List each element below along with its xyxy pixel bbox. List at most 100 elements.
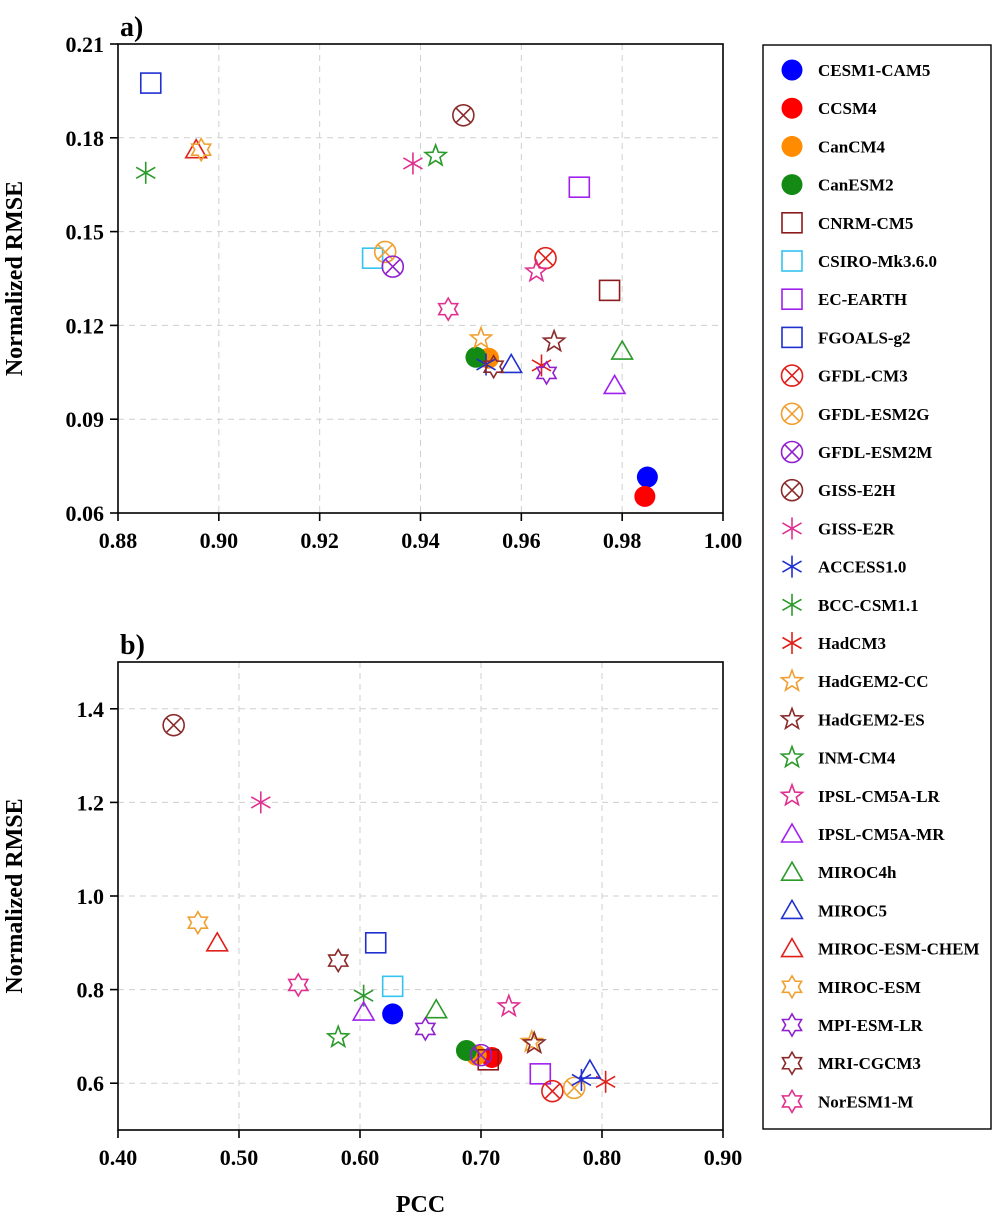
x-tick-label: 0.90 bbox=[200, 528, 239, 553]
legend-label: HadGEM2-CC bbox=[818, 672, 929, 691]
y-tick-label: 0.06 bbox=[66, 501, 105, 526]
legend-marker-access1-0 bbox=[782, 555, 802, 578]
point-cesm1-cam5 bbox=[636, 466, 658, 488]
legend-marker-gfdl-esm2g bbox=[780, 402, 804, 426]
legend-label: IPSL-CM5A-MR bbox=[818, 825, 945, 844]
y-axis-title: Normalized RMSE bbox=[2, 181, 28, 376]
legend-entry-csiro-mk3-6-0: CSIRO-Mk3.6.0 bbox=[781, 250, 937, 272]
y-tick-label: 0.15 bbox=[66, 220, 105, 245]
legend-marker-hadgem2-cc bbox=[779, 667, 805, 692]
point-miroc-esm bbox=[186, 910, 209, 936]
point-noresm1-m bbox=[287, 972, 310, 998]
legend-label: CSIRO-Mk3.6.0 bbox=[818, 252, 937, 271]
legend-label: INM-CM4 bbox=[818, 749, 896, 768]
legend-marker-ec-earth bbox=[781, 288, 803, 311]
legend-marker-bcc-csm1-1 bbox=[782, 593, 802, 616]
legend-label: MRI-CGCM3 bbox=[818, 1054, 921, 1073]
legend-entry-giss-e2h: GISS-E2H bbox=[780, 478, 895, 502]
legend-entry-access1-0: ACCESS1.0 bbox=[782, 555, 906, 578]
x-tick-label: 0.60 bbox=[341, 1145, 380, 1170]
legend-entry-hadgem2-es: HadGEM2-ES bbox=[779, 706, 925, 731]
legend-entry-noresm1-m: NorESM1-M bbox=[781, 1088, 913, 1114]
legend-marker-hadcm3 bbox=[782, 632, 802, 654]
point-inm-cm4 bbox=[422, 142, 449, 167]
point-hadgem2-es bbox=[521, 1030, 547, 1055]
point-noresm1-m bbox=[437, 296, 460, 322]
point-giss-e2r bbox=[403, 152, 423, 175]
point-ipsl-cm5a-lr bbox=[496, 993, 522, 1018]
legend-marker-miroc4h bbox=[780, 860, 804, 882]
point-miroc4h bbox=[424, 998, 449, 1019]
legend-entry-hadgem2-cc: HadGEM2-CC bbox=[779, 667, 929, 692]
legend-marker-inm-cm4 bbox=[779, 744, 805, 769]
y-tick-label: 0.21 bbox=[66, 32, 105, 57]
legend-marker-mpi-esm-lr bbox=[781, 1012, 803, 1038]
point-miroc5 bbox=[578, 1058, 602, 1079]
x-tick-label: 0.94 bbox=[401, 528, 440, 553]
x-tick-label: 0.40 bbox=[99, 1145, 138, 1170]
legend-label: HadCM3 bbox=[818, 634, 886, 653]
point-hadgem2-es bbox=[541, 328, 567, 353]
panel-a-scatter: 0.88 0.90 0.92 0.94 0.96 0.98 1.00 0.06 0.09 0.12… bbox=[2, 12, 742, 553]
legend-marker-giss-e2r bbox=[782, 517, 802, 540]
legend-marker-cancm4 bbox=[781, 135, 803, 157]
legend-entry-hadcm3: HadCM3 bbox=[782, 632, 886, 654]
legend-entry-ec-earth: EC-EARTH bbox=[781, 288, 907, 311]
point-hadgem2-cc bbox=[519, 1028, 545, 1053]
point-miroc5 bbox=[499, 352, 524, 374]
legend-entry-canesm2: CanESM2 bbox=[781, 174, 894, 196]
y-tick-label: 1.2 bbox=[77, 790, 105, 815]
legend-label: GFDL-ESM2M bbox=[818, 443, 932, 462]
legend-marker-ccsm4 bbox=[781, 97, 803, 119]
legend-label: GFDL-CM3 bbox=[818, 367, 908, 386]
point-canesm2 bbox=[455, 1039, 477, 1061]
legend-label: CESM1-CAM5 bbox=[818, 61, 930, 80]
legend-label: EC-EARTH bbox=[818, 290, 907, 309]
legend-marker-ipsl-cm5a-mr bbox=[780, 822, 804, 843]
point-csiro-mk3-6-0 bbox=[361, 247, 384, 269]
legend-entry-inm-cm4: INM-CM4 bbox=[779, 744, 896, 769]
point-gfdl-esm2m bbox=[469, 1043, 493, 1067]
y-tick-label: 0.18 bbox=[66, 126, 105, 151]
legend-entry-mri-cgcm3: MRI-CGCM3 bbox=[781, 1050, 921, 1076]
point-mri-cgcm3 bbox=[327, 947, 350, 974]
legend-label: IPSL-CM5A-LR bbox=[818, 787, 941, 806]
legend-label: ACCESS1.0 bbox=[818, 558, 906, 577]
legend-marker-gfdl-esm2m bbox=[780, 440, 804, 464]
x-tick-label: 1.00 bbox=[704, 528, 743, 553]
legend-entry-cancm4: CanCM4 bbox=[781, 135, 886, 157]
point-ipsl-cm5a-lr bbox=[523, 258, 550, 283]
point-csiro-mk3-6-0 bbox=[381, 975, 404, 998]
legend-marker-ipsl-cm5a-lr bbox=[779, 782, 805, 807]
point-canesm2 bbox=[465, 346, 487, 368]
legend-marker-mri-cgcm3 bbox=[781, 1050, 803, 1076]
legend-marker-csiro-mk3-6-0 bbox=[781, 250, 803, 272]
panel-label: a) bbox=[120, 12, 143, 43]
x-tick-label: 0.90 bbox=[704, 1145, 743, 1170]
point-gfdl-esm2m bbox=[381, 255, 405, 278]
legend-label: CanESM2 bbox=[818, 176, 894, 195]
point-fgoals-g2 bbox=[364, 931, 387, 954]
point-ipsl-cm5a-mr bbox=[602, 373, 627, 395]
y-axis-title: Normalized RMSE bbox=[2, 798, 28, 993]
plot-frame bbox=[117, 43, 724, 514]
point-hadcm3 bbox=[531, 354, 552, 377]
legend-entry-miroc-esm-chem: MIROC-ESM-CHEM bbox=[780, 936, 979, 959]
point-gfdl-esm2g bbox=[562, 1076, 586, 1100]
legend-box bbox=[762, 44, 992, 1130]
legend-label: MPI-ESM-LR bbox=[818, 1016, 924, 1035]
legend-marker-hadgem2-es bbox=[779, 706, 805, 731]
y-tick-label: 0.12 bbox=[66, 313, 105, 338]
point-hadgem2-cc bbox=[468, 325, 494, 350]
legend-marker-miroc-esm bbox=[781, 974, 803, 1000]
legend-entry-ccsm4: CCSM4 bbox=[781, 97, 877, 119]
point-ipsl-cm5a-mr bbox=[351, 1000, 376, 1021]
point-hadcm3 bbox=[595, 1070, 616, 1093]
panel-b-scatter: 0.40 0.50 0.60 0.70 0.80 0.90 0.6 0.8 1.0 1.2 1.4 b… bbox=[2, 630, 742, 1218]
x-tick-label: 0.96 bbox=[502, 528, 541, 553]
x-tick-label: 0.50 bbox=[220, 1145, 259, 1170]
point-miroc-esm-chem bbox=[184, 138, 208, 159]
x-axis-title: PCC bbox=[396, 1192, 445, 1218]
legend-entry-miroc5: MIROC5 bbox=[780, 898, 887, 920]
